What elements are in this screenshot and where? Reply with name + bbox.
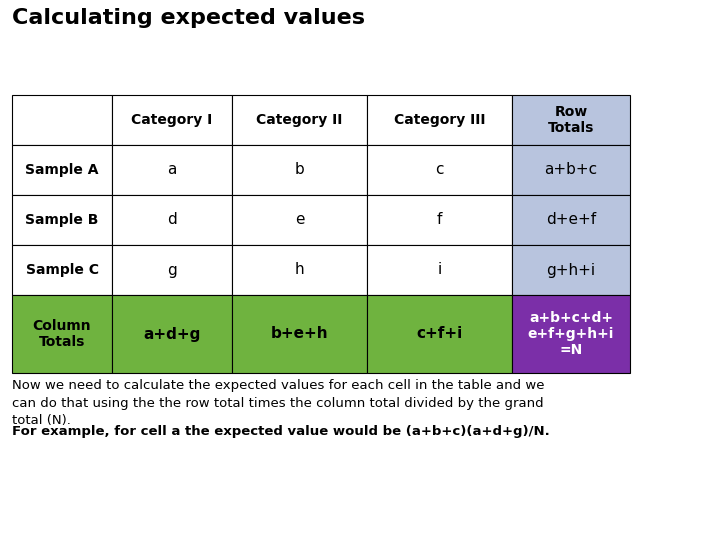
Text: For example, for cell a the expected value would be (a+b+c)(a+d+g)/N.: For example, for cell a the expected val…	[12, 425, 550, 438]
Text: Category I: Category I	[131, 113, 212, 127]
Text: Sample B: Sample B	[25, 213, 99, 227]
Bar	[112, 245, 232, 295]
Bar	[232, 245, 367, 295]
Text: Category III: Category III	[394, 113, 485, 127]
Bar	[232, 295, 367, 373]
Bar	[112, 95, 232, 145]
Text: a: a	[167, 163, 176, 178]
Bar	[112, 145, 232, 195]
Bar	[12, 145, 112, 195]
Text: Row
Totals: Row Totals	[548, 105, 594, 135]
Text: Category II: Category II	[256, 113, 343, 127]
Text: b+e+h: b+e+h	[271, 327, 328, 341]
Text: h: h	[294, 262, 305, 278]
Bar	[112, 195, 232, 245]
Text: a+b+c+d+
e+f+g+h+i
=N: a+b+c+d+ e+f+g+h+i =N	[528, 311, 614, 357]
Text: d: d	[167, 213, 177, 227]
Text: i: i	[437, 262, 441, 278]
Bar	[112, 295, 232, 373]
Bar	[512, 195, 630, 245]
Text: e: e	[294, 213, 305, 227]
Bar	[232, 95, 367, 145]
Bar	[232, 195, 367, 245]
Text: g+h+i: g+h+i	[546, 262, 595, 278]
Text: Sample A: Sample A	[25, 163, 99, 177]
Text: Calculating expected values: Calculating expected values	[12, 8, 365, 28]
Text: c: c	[436, 163, 444, 178]
Bar	[367, 295, 512, 373]
Bar	[232, 145, 367, 195]
Bar	[367, 145, 512, 195]
Text: c+f+i: c+f+i	[416, 327, 463, 341]
Bar	[12, 295, 112, 373]
Text: Sample C: Sample C	[25, 263, 99, 277]
Text: f: f	[437, 213, 442, 227]
Text: Now we need to calculate the expected values for each cell in the table and we
c: Now we need to calculate the expected va…	[12, 379, 544, 427]
Bar	[512, 145, 630, 195]
Text: g: g	[167, 262, 177, 278]
Bar	[12, 245, 112, 295]
Text: Column
Totals: Column Totals	[32, 319, 91, 349]
Bar	[12, 95, 112, 145]
Text: a+d+g: a+d+g	[143, 327, 201, 341]
Bar	[12, 195, 112, 245]
Bar	[367, 95, 512, 145]
Text: a+b+c: a+b+c	[544, 163, 598, 178]
Bar	[512, 245, 630, 295]
Text: d+e+f: d+e+f	[546, 213, 596, 227]
Bar	[512, 95, 630, 145]
Text: b: b	[294, 163, 305, 178]
Bar	[512, 295, 630, 373]
Bar	[367, 195, 512, 245]
Bar	[367, 245, 512, 295]
